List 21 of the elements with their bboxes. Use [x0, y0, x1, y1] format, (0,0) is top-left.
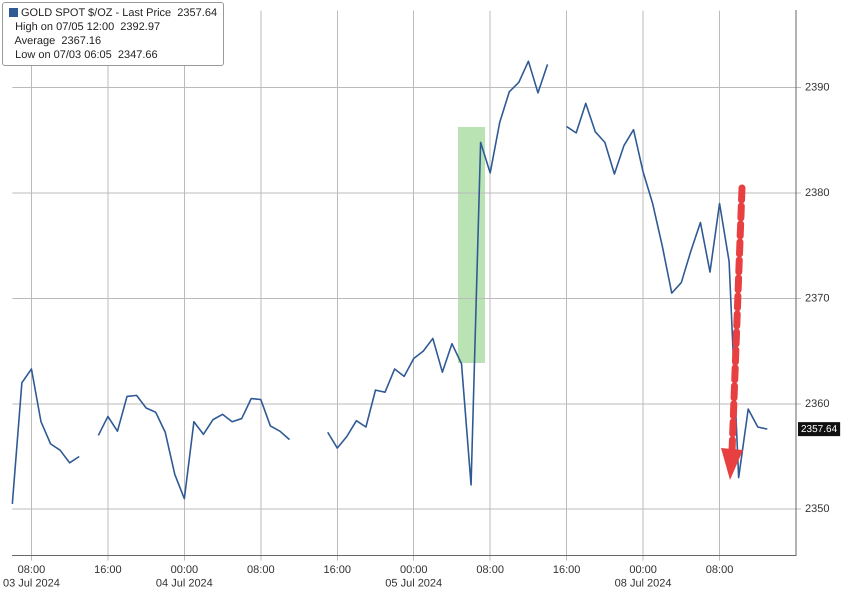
x-tick-label: 16:00	[552, 564, 580, 576]
text: 2357.64	[801, 424, 838, 435]
x-tick-label: 08:00	[706, 564, 734, 576]
x-tick-label: 08:00	[476, 564, 504, 576]
x-tick-label: 00:00 08 Jul 2024	[614, 564, 672, 590]
x-tick-label: 16:00	[324, 564, 352, 576]
annotation: 2357.64	[177, 7, 218, 19]
y-tick-label: 2370	[805, 292, 830, 304]
y-tick-label: 2360	[805, 398, 830, 410]
y-tick-label: 2390	[805, 82, 830, 94]
y-tick-label: 2380	[805, 187, 830, 199]
annotation: High on 07/05 12:00 2392.97	[14, 20, 162, 34]
annotation: Average 2367.16	[14, 34, 102, 48]
x-tick-label: 08:00	[247, 564, 275, 576]
legend-label: GOLD SPOT $/OZ - Last Price	[21, 7, 172, 19]
x-tick-label: 00:00 05 Jul 2024	[385, 564, 442, 590]
x-tick-label: 00:00 04 Jul 2024	[156, 564, 213, 590]
annotation: Low on 07/03 06:05 2347.66	[14, 48, 159, 62]
x-tick-label: 08:00 03 Jul 2024	[2, 564, 60, 590]
x-tick-label: 16:00	[94, 564, 122, 576]
y-tick-label: 2350	[805, 503, 830, 516]
